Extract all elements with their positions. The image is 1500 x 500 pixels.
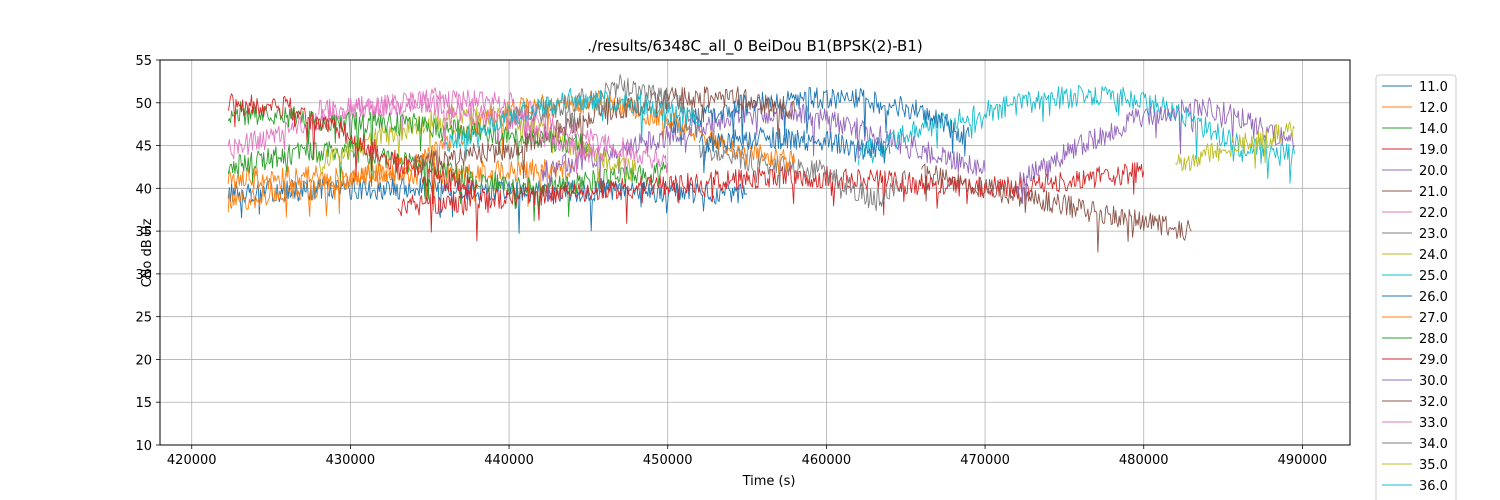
- legend-label: 27.0: [1419, 311, 1448, 326]
- series-line-23.0: [699, 144, 907, 212]
- series-line-28.0: [227, 101, 589, 161]
- legend-label: 30.0: [1419, 374, 1448, 389]
- y-tick-label: 25: [135, 311, 152, 326]
- x-tick-label: 490000: [1278, 453, 1328, 468]
- x-tick-label: 450000: [643, 453, 693, 468]
- series-line-37.0: [699, 126, 891, 174]
- legend-label: 21.0: [1419, 185, 1448, 200]
- plot-frame: [159, 59, 1351, 446]
- legend-label: 20.0: [1419, 164, 1448, 179]
- y-axis-label: CNo dB Hz: [140, 218, 155, 287]
- series-lines: [227, 74, 1295, 253]
- legend-label: 25.0: [1419, 269, 1448, 284]
- legend-label: 19.0: [1419, 143, 1448, 158]
- series-line-36.0: [445, 87, 700, 161]
- legend-label: 29.0: [1419, 353, 1448, 368]
- legend-label: 24.0: [1419, 248, 1448, 263]
- series-line-30.0: [1016, 97, 1295, 204]
- y-tick-label: 55: [135, 54, 152, 69]
- legend-label: 32.0: [1419, 395, 1448, 410]
- series-line-25.0: [857, 84, 1295, 184]
- series-line-20.0: [540, 101, 986, 202]
- legend-frame: [1375, 74, 1457, 500]
- series-line-22.0: [227, 87, 669, 176]
- series-line-27.0: [227, 90, 796, 218]
- legend-label: 22.0: [1419, 206, 1448, 221]
- y-tick-label: 20: [135, 353, 152, 368]
- x-tick-label: 480000: [1119, 453, 1169, 468]
- legend-label: 28.0: [1419, 332, 1448, 347]
- y-axis-ticks: 10 15 20 25 30 35 40 45 50 55: [135, 54, 160, 454]
- y-tick-label: 15: [135, 396, 152, 411]
- y-tick-label: 40: [135, 182, 152, 197]
- y-tick-label: 10: [135, 439, 152, 454]
- x-tick-label: 460000: [802, 453, 852, 468]
- y-tick-label: 45: [135, 140, 152, 155]
- x-tick-label: 420000: [167, 453, 217, 468]
- x-tick-label: 470000: [960, 453, 1010, 468]
- series-line-26.0: [667, 87, 970, 157]
- y-tick-label: 50: [135, 97, 152, 112]
- legend-label: 11.0: [1419, 80, 1448, 95]
- y-tick-label: 35: [135, 225, 152, 240]
- x-axis-label: Time (s): [742, 474, 796, 489]
- legend-label: 26.0: [1419, 290, 1448, 305]
- legend-label: 34.0: [1419, 437, 1448, 452]
- series-line-11.0: [227, 177, 748, 234]
- series-line-33.0: [318, 92, 605, 174]
- legend-label: 36.0: [1419, 479, 1448, 494]
- legend: 11.0 12.0 14.0 19.0 20.0 21.0 22.0 23.0 24.0 25.0…: [1375, 74, 1457, 500]
- y-tick-label: 30: [135, 268, 152, 283]
- series-line-29.0: [227, 93, 478, 204]
- legend-label: 23.0: [1419, 227, 1448, 242]
- chart-title: ./results/6348C_all_0 BeiDou B1(BPSK(2)-…: [587, 37, 923, 56]
- series-line-35.0: [1175, 121, 1295, 172]
- legend-label: 35.0: [1419, 458, 1448, 473]
- x-tick-label: 440000: [484, 453, 534, 468]
- legend-label: 14.0: [1419, 122, 1448, 137]
- series-line-21.0: [921, 163, 1192, 253]
- x-tick-label: 430000: [326, 453, 376, 468]
- legend-label: 33.0: [1419, 416, 1448, 431]
- x-axis-ticks: 420000 430000 440000 450000 460000 470000 4800…: [167, 445, 1327, 468]
- legend-label: 12.0: [1419, 101, 1448, 116]
